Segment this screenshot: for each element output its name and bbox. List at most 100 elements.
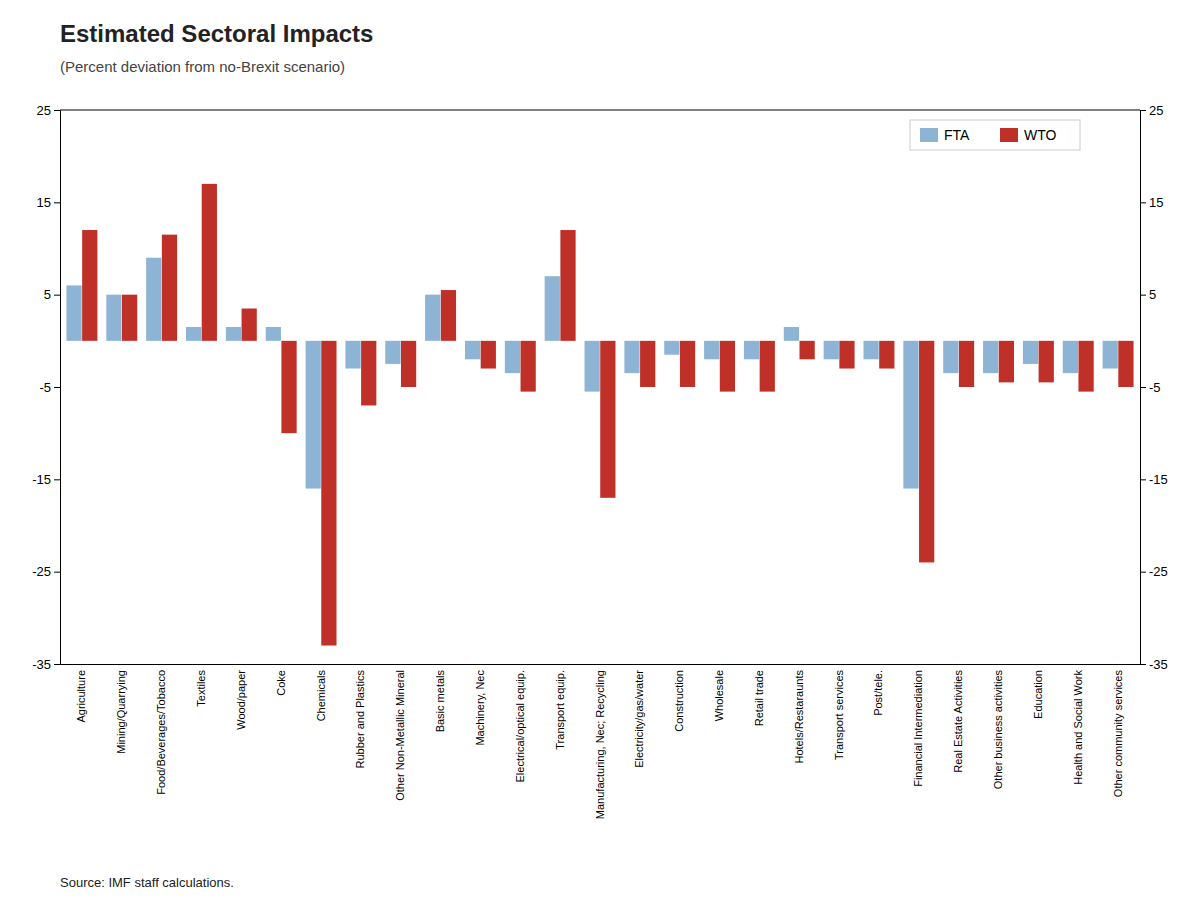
tick: Coke xyxy=(275,670,287,696)
subtitle: (Percent deviation from no-Brexit scenar… xyxy=(60,58,345,75)
tick-mark xyxy=(1140,479,1146,480)
tick: Chemicals xyxy=(315,670,327,722)
tick: -25 xyxy=(1140,564,1168,579)
tick: Machinery, Nec xyxy=(474,670,486,746)
tick-label: Electricity/gas/water xyxy=(633,670,645,768)
tick-mark xyxy=(54,572,60,573)
bar xyxy=(1078,341,1093,392)
bar xyxy=(943,341,958,373)
tick: -5 xyxy=(39,380,60,395)
bars xyxy=(66,184,1133,646)
tick-mark xyxy=(1140,202,1146,203)
tick-mark xyxy=(54,664,60,665)
tick-label: -25 xyxy=(32,564,51,579)
bar xyxy=(186,327,201,341)
bar xyxy=(664,341,679,355)
bar xyxy=(146,258,161,341)
axis-line xyxy=(1141,111,1147,665)
y-axis: -35 -25 -15 -5 5 15 25 xyxy=(32,103,60,672)
tick-label: Transport services xyxy=(833,670,845,761)
tick: -15 xyxy=(32,472,60,487)
bar xyxy=(281,341,296,433)
tick-label: -15 xyxy=(32,472,51,487)
tick-mark xyxy=(1140,295,1146,296)
tick-label: -15 xyxy=(1149,472,1168,487)
tick-label: 25 xyxy=(1149,103,1163,118)
tick-label: Health and Social Work xyxy=(1072,670,1084,785)
bar xyxy=(824,341,839,359)
tick-label: Wholesale xyxy=(713,670,725,721)
bar xyxy=(82,230,97,341)
plot: -35-25-15-551525-35-25-15-551525Agricult… xyxy=(32,103,1168,820)
tick-label: 5 xyxy=(44,287,51,302)
tick-mark xyxy=(54,295,60,296)
bar xyxy=(760,341,775,392)
bar xyxy=(863,341,878,359)
tick-mark xyxy=(1140,387,1146,388)
bar xyxy=(441,290,456,341)
tick: Wood/paper xyxy=(235,670,247,730)
tick-label: Transport equip. xyxy=(554,670,566,750)
tick: Agriculture xyxy=(75,670,87,723)
tick: Other Non-Metallic Mineral xyxy=(394,670,406,801)
bar xyxy=(66,285,81,340)
tick: 15 xyxy=(1140,195,1163,210)
bar xyxy=(999,341,1014,383)
bar xyxy=(361,341,376,406)
tick: 25 xyxy=(37,103,60,118)
bar xyxy=(744,341,759,359)
tick-label: Coke xyxy=(275,670,287,696)
tick-label: Wood/paper xyxy=(235,670,247,730)
tick-label: 25 xyxy=(37,103,51,118)
bar xyxy=(959,341,974,387)
bar xyxy=(122,295,137,341)
tick: Other community services xyxy=(1112,670,1124,798)
tick-mark xyxy=(54,202,60,203)
tick-mark xyxy=(1140,572,1146,573)
bar xyxy=(720,341,735,392)
bar xyxy=(1118,341,1133,387)
bar xyxy=(385,341,400,364)
tick: Post/tele. xyxy=(872,670,884,716)
tick: Education xyxy=(1032,670,1044,719)
tick-label: -35 xyxy=(32,657,51,672)
tick-label: -25 xyxy=(1149,564,1168,579)
tick-mark xyxy=(54,110,60,111)
tick: Manufacturing, Nec; Recycling xyxy=(594,670,606,819)
bar xyxy=(680,341,695,387)
tick: Electrical/optical equip. xyxy=(514,670,526,783)
tick: Food/Beverages/Tobacco xyxy=(155,670,167,795)
legend-label: WTO xyxy=(1024,127,1057,143)
tick: -25 xyxy=(32,564,60,579)
bar xyxy=(481,341,496,369)
tick: Retail trade xyxy=(753,670,765,726)
bar xyxy=(903,341,918,489)
bar xyxy=(401,341,416,387)
bar xyxy=(624,341,639,373)
legend-swatch xyxy=(1000,128,1018,142)
bar xyxy=(560,230,575,341)
tick: Financial Intermediation xyxy=(912,670,924,787)
tick-label: 15 xyxy=(37,195,51,210)
tick: Textiles xyxy=(195,670,207,707)
bar xyxy=(321,341,336,646)
bar xyxy=(704,341,719,359)
tick-label: Real Estate Activities xyxy=(952,670,964,773)
tick-label: Mining/Quarrying xyxy=(115,670,127,754)
bar xyxy=(879,341,894,369)
bar xyxy=(919,341,934,563)
x-axis: Agriculture Mining/Quarrying Food/Beverage… xyxy=(61,665,1141,820)
tick: Rubber and Plastics xyxy=(354,670,366,769)
y2-axis: -35-25-15-551525 xyxy=(1140,103,1168,672)
bar xyxy=(266,327,281,341)
bar xyxy=(106,295,121,341)
series xyxy=(82,184,1133,646)
bar xyxy=(1039,341,1054,383)
legend-item: WTO xyxy=(1000,127,1057,143)
tick: 15 xyxy=(37,195,60,210)
tick-label: -35 xyxy=(1149,657,1168,672)
tick-label: Rubber and Plastics xyxy=(354,670,366,769)
tick-label: Construction xyxy=(673,670,685,732)
bar xyxy=(784,327,799,341)
tick-label: Other business activities xyxy=(992,670,1004,790)
